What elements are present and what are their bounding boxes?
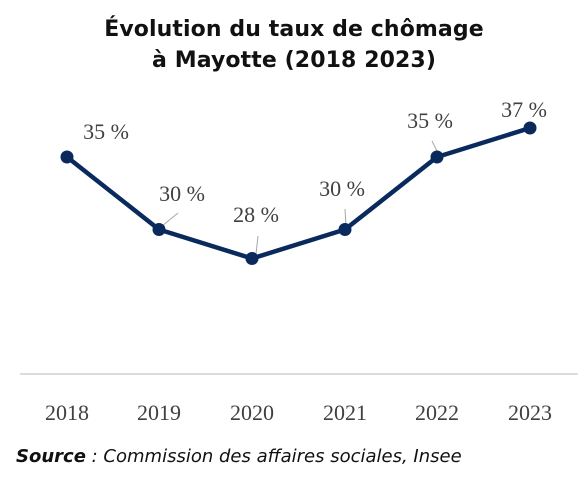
series-line xyxy=(64,125,533,261)
source-note: Source : Commission des affaires sociale… xyxy=(16,446,462,467)
x-tick-label: 2022 xyxy=(415,400,459,425)
data-label: 35 % xyxy=(407,108,453,133)
data-label: 35 % xyxy=(83,119,129,144)
source-text: : Commission des affaires sociales, Inse… xyxy=(85,446,462,467)
data-point xyxy=(523,121,537,135)
data-point xyxy=(152,223,166,236)
data-label: 37 % xyxy=(501,97,547,122)
data-point xyxy=(338,223,352,236)
data-point xyxy=(60,150,74,164)
data-point xyxy=(245,252,259,265)
data-label: 30 % xyxy=(159,181,205,206)
data-label-leader xyxy=(161,212,179,227)
data-point xyxy=(430,150,444,164)
chart-title: Évolution du taux de chômage à Mayotte (… xyxy=(0,14,588,76)
x-tick-label: 2018 xyxy=(45,400,89,425)
x-tick-label: 2019 xyxy=(137,400,181,425)
x-tick-label: 2023 xyxy=(508,400,552,425)
chart-title-line-1: Évolution du taux de chômage xyxy=(104,17,484,42)
x-tick-label: 2020 xyxy=(230,400,274,425)
source-label: Source xyxy=(16,446,86,467)
data-label-leader xyxy=(255,235,259,255)
data-label: 28 % xyxy=(233,202,279,227)
chart-title-line-2: à Mayotte (2018 2023) xyxy=(152,48,436,73)
data-label: 30 % xyxy=(319,176,365,201)
x-tick-label: 2021 xyxy=(323,400,367,425)
